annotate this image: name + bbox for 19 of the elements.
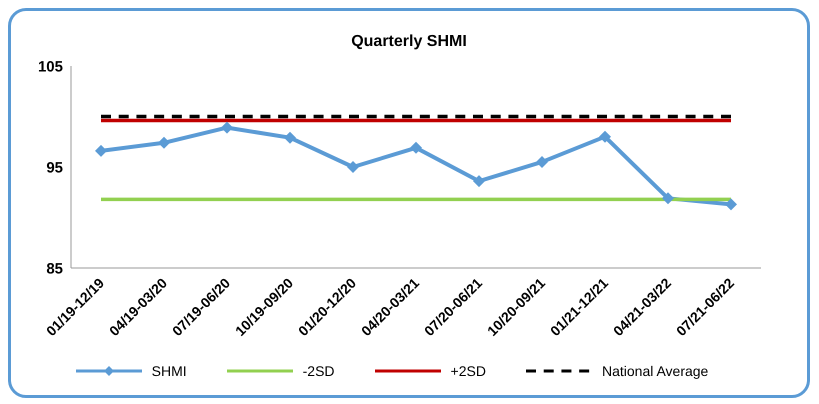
- point: [725, 198, 737, 210]
- y-tick-label: 85: [46, 260, 63, 278]
- point: [347, 161, 359, 173]
- point: [473, 175, 485, 188]
- point: [536, 156, 548, 168]
- legend-label: SHMI: [152, 363, 187, 379]
- y-tick-label: 95: [46, 159, 63, 176]
- y-tick-label: 105: [38, 58, 63, 76]
- chart-title: Quarterly SHMI: [350, 33, 468, 51]
- point: [662, 192, 674, 204]
- legend-label: +2SD: [450, 363, 486, 379]
- legend-label: National Average: [602, 363, 708, 379]
- point: [158, 136, 170, 149]
- point: [410, 142, 422, 154]
- point: [221, 122, 233, 134]
- legend-label: -2SD: [302, 363, 335, 379]
- point: [95, 144, 107, 157]
- point: [599, 130, 611, 143]
- point: [284, 132, 296, 144]
